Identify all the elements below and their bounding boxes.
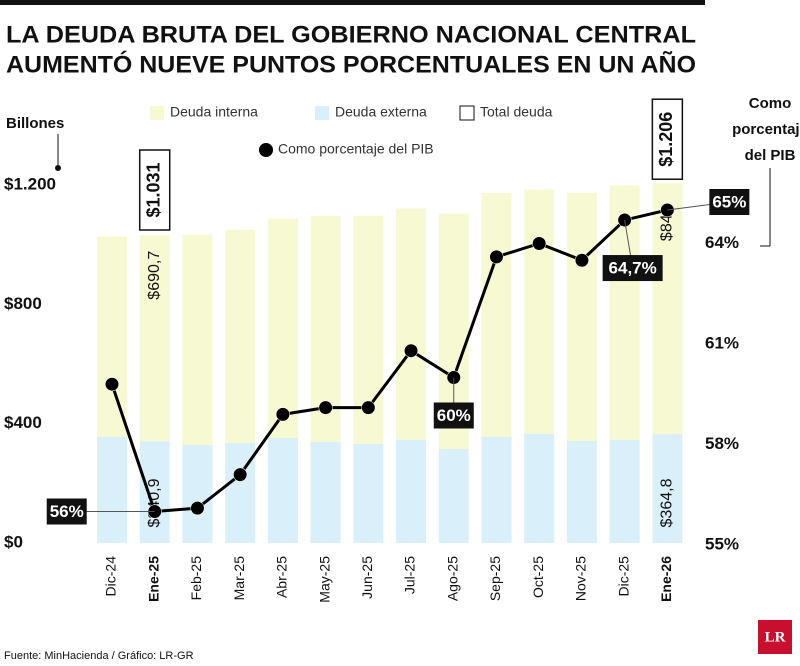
total-label: $1.206: [656, 112, 676, 167]
value-label-box: [46, 498, 87, 525]
line-point-dot: [276, 407, 290, 421]
line-point-dot: [233, 468, 247, 482]
value-label: $364,8: [659, 478, 676, 527]
legend-swatch: [459, 105, 475, 121]
bar-segment: [139, 441, 170, 543]
y2-tick-label: 61%: [705, 333, 739, 352]
y2-tick-label: 64%: [705, 233, 739, 252]
legend-label: Total deuda: [480, 104, 553, 120]
line-point-dot: [532, 237, 546, 250]
total-box: [138, 149, 171, 231]
bar-segment: [97, 236, 127, 437]
chart-title: AUMENTÓ NUEVE PUNTOS PORCENTUALES EN UN …: [6, 50, 696, 78]
legend-swatch: [150, 106, 164, 120]
y2-axis-label: del PIB: [745, 147, 796, 164]
bar-segment: [396, 439, 427, 543]
y-axis-label: Billones: [6, 115, 64, 132]
legend-swatch: [315, 106, 329, 120]
x-tick-label: Dic-25: [615, 556, 631, 597]
bar-segment: [438, 449, 469, 543]
value-label-box: [433, 402, 474, 429]
bar-segment: [353, 443, 384, 543]
bar-segment: [524, 189, 555, 434]
total-box: [651, 98, 684, 180]
x-tick-label: Mar-25: [231, 556, 247, 601]
y2-tick-label: 58%: [705, 434, 739, 453]
x-tick-label: Ago-25: [444, 556, 460, 601]
y-tick-label: $800: [4, 294, 42, 313]
legend-swatch: [259, 143, 273, 157]
bar-segment: [652, 183, 683, 435]
value-label-box: [709, 189, 750, 215]
y-tick-label: $1.200: [4, 174, 56, 193]
line: [110, 208, 668, 513]
bar-segment: [310, 441, 341, 543]
header-bar: [0, 0, 705, 5]
source: Fuente: MinHacienda / Gráfico: LR-GR: [4, 650, 194, 662]
pointer-dot: [55, 165, 61, 171]
bar-segment: [182, 444, 213, 543]
value-label: $340,9: [146, 478, 163, 527]
bar-segment: [267, 437, 298, 543]
x-tick-label: Jul-25: [402, 556, 418, 594]
line-point-dot: [404, 344, 418, 358]
value-label: 56%: [50, 502, 84, 521]
bar-segment: [267, 218, 298, 438]
line-point-dot: [361, 401, 375, 415]
value-label-box: [602, 255, 663, 282]
line-point-dot: [319, 401, 333, 415]
y2-tick-label: 55%: [705, 534, 739, 553]
x-tick-label: Abr-25: [274, 556, 290, 598]
x-tick-label: May-25: [316, 556, 332, 603]
bar-segment: [566, 440, 597, 543]
x-tick-label: Dic-24: [103, 556, 119, 597]
y2-axis-label: porcentaje: [732, 121, 800, 138]
line-point-dot: [190, 501, 204, 515]
bar-segment: [524, 433, 555, 543]
x-tick-label: Jun-25: [359, 556, 375, 599]
bar-segment: [97, 436, 127, 543]
x-tick-label: Feb-25: [188, 556, 204, 601]
y2-axis-label: Como: [749, 95, 792, 112]
bar-segment: [566, 192, 597, 441]
bar-segment: [481, 436, 512, 543]
x-tick-label: Oct-25: [530, 556, 546, 598]
x-tick-label: Ene-26: [658, 556, 674, 602]
bar-segment: [652, 434, 683, 543]
value-label: 64,7%: [609, 259, 657, 278]
line-point-dot: [575, 253, 589, 267]
chart-title: LA DEUDA BRUTA DEL GOBIERNO NACIONAL CEN…: [6, 21, 696, 48]
legend-label: Deuda externa: [335, 104, 427, 120]
bar-segment: [481, 192, 512, 437]
value-label: 60%: [437, 406, 471, 425]
bar-segment: [396, 208, 427, 440]
y-tick-label: $400: [4, 413, 42, 432]
value-label: $690,7: [146, 251, 163, 300]
legend-label: Deuda interna: [170, 104, 258, 120]
bar-segment: [139, 235, 170, 442]
line-point-dot: [105, 377, 119, 391]
bar-segment: [609, 439, 640, 543]
x-tick-label: Sep-25: [487, 556, 503, 601]
x-tick-label: Nov-25: [573, 556, 589, 601]
legend-label: Como porcentaje del PIB: [278, 141, 434, 157]
x-tick-label: Ene-25: [145, 556, 161, 602]
logo: LR: [765, 629, 786, 645]
y-tick-label: $0: [4, 532, 23, 551]
bar-segment: [182, 234, 213, 445]
bar-segment: [225, 229, 256, 443]
total-label: $1.031: [143, 162, 163, 217]
logo-box: [758, 620, 792, 654]
value-label: 65%: [712, 192, 746, 211]
line-point-dot: [489, 250, 503, 264]
